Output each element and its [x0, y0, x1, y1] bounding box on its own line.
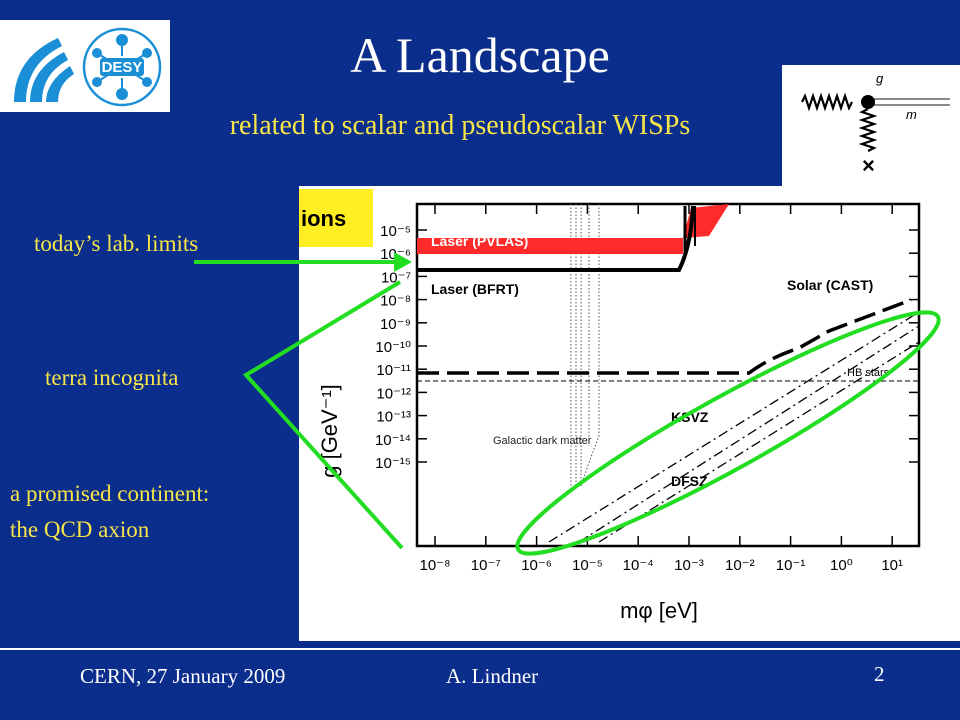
x-tick-label: 10⁻⁷ [471, 557, 501, 574]
x-tick-label: 10⁻² [725, 557, 755, 574]
photon-line-icon [801, 92, 853, 112]
y-tick-label: 10⁻⁷ [381, 269, 411, 286]
y-tick-label: 10⁻¹¹ [376, 362, 411, 379]
y-tick-label: 10⁻¹² [376, 385, 411, 402]
lab-limits-label: today’s lab. limits [34, 231, 199, 256]
vertex-dot [861, 95, 875, 109]
x-tick-label: 10⁻⁸ [420, 557, 451, 574]
x-tick-label: 10⁰ [830, 557, 853, 574]
mass-label: m [906, 107, 917, 122]
x-tick-label: 10⁻⁵ [572, 557, 603, 574]
y-tick-label: 10⁻⁹ [380, 316, 411, 333]
galactic-label: Galactic dark matter [493, 435, 592, 447]
x-tick-label: 10⁻³ [674, 557, 704, 574]
page-number: 2 [874, 662, 885, 686]
y-tick-label: 10⁻⁶ [380, 246, 411, 263]
feynman-diagram: × g m [782, 65, 960, 188]
y-tick-label: 10⁻⁸ [380, 293, 411, 310]
photon-line-vertical-icon [858, 108, 878, 152]
terra-incognita-label: terra incognita [45, 365, 179, 390]
x-axis-label: mφ [eV] [620, 598, 698, 623]
x-tick-label: 10⁻¹ [776, 557, 806, 574]
y-tick-label: 10⁻¹³ [376, 409, 411, 426]
y-tick-label: 10⁻⁵ [380, 223, 411, 240]
y-tick-label: 10⁻¹⁰ [375, 339, 411, 356]
qcd-axion-label-2: the QCD axion [10, 517, 150, 542]
x-tick-label: 10⁻⁶ [521, 557, 552, 574]
exclusion-plot: ions Laser (PVLAS) Laser [299, 186, 960, 641]
logo-molecule-icon [82, 27, 162, 107]
ksvz-label: KSVZ [671, 409, 709, 425]
footer-author: A. Lindner [446, 664, 539, 688]
footer-divider [0, 648, 960, 650]
pvlas-label: Laser (PVLAS) [431, 233, 528, 249]
x-tick-label: 10¹ [881, 557, 903, 574]
y-axis-label: g [GeV⁻¹] [317, 384, 342, 478]
qcd-axion-label-1: a promised continent: [10, 481, 210, 506]
hb-label: HB stars [847, 367, 890, 379]
y-tick-label: 10⁻¹⁵ [375, 455, 411, 472]
logo-arcs-icon [14, 38, 74, 102]
logo-text: DESY [102, 59, 143, 76]
slide-title: A Landscape [350, 27, 610, 83]
desy-logo: DESY [0, 20, 170, 112]
cast-label: Solar (CAST) [787, 277, 873, 293]
footer-venue: CERN, 27 January 2009 [80, 664, 286, 688]
y-tick-label: 10⁻¹⁴ [375, 432, 411, 449]
slide-subtitle: related to scalar and pseudoscalar WISPs [229, 110, 691, 141]
cross-icon: × [862, 153, 875, 178]
plot-corner-label: ions [301, 206, 346, 231]
x-tick-label: 10⁻⁴ [623, 557, 654, 574]
bfrt-label: Laser (BFRT) [431, 281, 519, 297]
dfsz-label: DFSZ [671, 473, 708, 489]
coupling-label: g [876, 71, 884, 86]
